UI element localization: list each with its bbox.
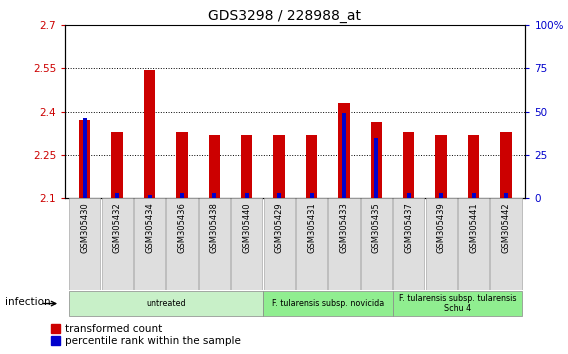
Bar (504, 193, 508, 198)
FancyBboxPatch shape (102, 198, 133, 290)
Text: GSM305440: GSM305440 (243, 202, 251, 252)
Bar (115, 193, 119, 198)
Text: GSM305435: GSM305435 (372, 202, 381, 253)
Text: GDS3298 / 228988_at: GDS3298 / 228988_at (207, 9, 361, 23)
FancyBboxPatch shape (134, 198, 165, 290)
Text: GSM305437: GSM305437 (404, 202, 414, 253)
Bar (500, 132, 512, 198)
Text: F. tularensis subsp. tularensis
Schu 4: F. tularensis subsp. tularensis Schu 4 (399, 294, 516, 313)
FancyBboxPatch shape (425, 198, 457, 290)
Text: GSM305432: GSM305432 (112, 202, 122, 253)
Bar (79, 120, 90, 198)
Bar (245, 193, 249, 198)
FancyBboxPatch shape (361, 198, 392, 290)
Bar (468, 135, 479, 198)
Text: GSM305442: GSM305442 (502, 202, 511, 252)
FancyBboxPatch shape (296, 198, 327, 290)
Bar (371, 122, 382, 198)
Text: GSM305429: GSM305429 (275, 202, 283, 252)
FancyBboxPatch shape (264, 198, 295, 290)
FancyBboxPatch shape (69, 291, 263, 316)
FancyBboxPatch shape (69, 198, 101, 290)
Bar (144, 70, 155, 198)
Text: untreated: untreated (146, 299, 186, 308)
FancyBboxPatch shape (166, 198, 198, 290)
Bar (212, 193, 216, 198)
Bar (306, 135, 318, 198)
Bar (471, 193, 475, 198)
Bar (439, 193, 443, 198)
Text: GSM305436: GSM305436 (177, 202, 186, 253)
FancyBboxPatch shape (458, 198, 489, 290)
Text: F. tularensis subsp. novicida: F. tularensis subsp. novicida (272, 299, 384, 308)
FancyBboxPatch shape (490, 198, 521, 290)
Bar (374, 137, 378, 198)
Text: infection: infection (5, 297, 51, 307)
Bar (436, 135, 447, 198)
Bar (241, 135, 252, 198)
Legend: transformed count, percentile rank within the sample: transformed count, percentile rank withi… (51, 324, 241, 347)
Bar (180, 193, 184, 198)
Text: GSM305441: GSM305441 (469, 202, 478, 252)
Bar (339, 103, 350, 198)
Bar (148, 195, 152, 198)
Text: GSM305433: GSM305433 (340, 202, 348, 253)
FancyBboxPatch shape (199, 198, 230, 290)
Bar (111, 132, 123, 198)
FancyBboxPatch shape (263, 291, 392, 316)
Bar (403, 132, 415, 198)
Bar (176, 132, 187, 198)
Text: GSM305438: GSM305438 (210, 202, 219, 253)
Text: GSM305434: GSM305434 (145, 202, 154, 253)
Bar (83, 119, 87, 198)
FancyBboxPatch shape (393, 198, 424, 290)
Text: GSM305430: GSM305430 (80, 202, 89, 253)
FancyBboxPatch shape (328, 198, 360, 290)
Bar (277, 193, 281, 198)
Bar (407, 193, 411, 198)
Text: GSM305431: GSM305431 (307, 202, 316, 253)
Text: GSM305439: GSM305439 (437, 202, 446, 253)
Bar (310, 193, 314, 198)
Bar (208, 135, 220, 198)
FancyBboxPatch shape (392, 291, 522, 316)
Bar (342, 113, 346, 198)
FancyBboxPatch shape (231, 198, 262, 290)
Bar (273, 135, 285, 198)
